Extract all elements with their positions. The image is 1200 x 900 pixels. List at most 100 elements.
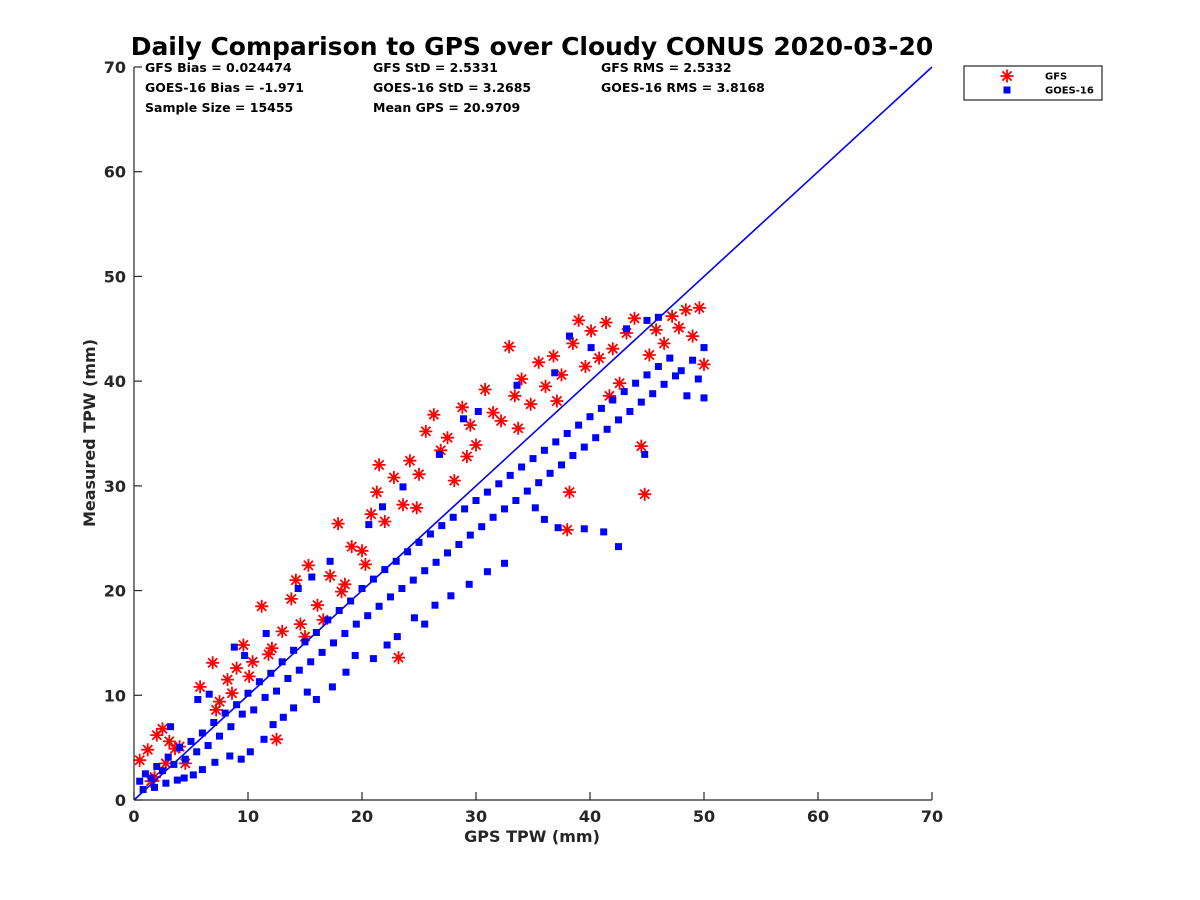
y-tick-label: 70 <box>104 58 126 77</box>
goes16-point <box>241 652 249 659</box>
y-axis-label: Measured TPW (mm) <box>80 339 99 527</box>
goes16-point <box>580 525 588 533</box>
gfs-point <box>628 311 641 325</box>
stat-annotation: GOES-16 RMS = 3.8168 <box>601 80 765 95</box>
goes16-point <box>700 344 708 352</box>
goes16-point <box>278 658 286 666</box>
goes16-point <box>273 687 280 695</box>
gfs-point <box>311 598 324 612</box>
goes16-point <box>531 504 539 512</box>
gfs-point <box>692 301 706 315</box>
goes16-point <box>151 783 158 791</box>
gfs-point <box>634 439 648 453</box>
chart-title: Daily Comparison to GPS over Cloudy CONU… <box>131 32 934 61</box>
goes16-point <box>677 367 685 375</box>
gfs-point <box>159 756 173 770</box>
gfs-point <box>301 558 315 572</box>
goes16-point <box>431 601 439 609</box>
gfs-point <box>550 394 564 408</box>
gfs-point <box>672 321 686 335</box>
goes16-point <box>230 643 238 651</box>
goes16-point <box>461 505 469 513</box>
gfs-point <box>230 661 244 675</box>
goes16-point <box>623 325 630 333</box>
gfs-point <box>620 326 633 340</box>
goes16-point <box>421 620 429 628</box>
goes16-point <box>250 706 258 714</box>
legend-box <box>963 65 1103 101</box>
goes16-point <box>447 592 455 600</box>
goes16-point <box>393 633 401 641</box>
goes16-point <box>352 620 360 628</box>
goes16-point <box>551 369 559 377</box>
goes16-point <box>210 719 218 726</box>
goes16-point <box>626 408 634 415</box>
goes16-point <box>449 513 457 521</box>
goes16-point <box>489 513 497 521</box>
gfs-point <box>262 647 275 661</box>
y-tick-label: 30 <box>104 477 126 496</box>
gfs-point <box>209 703 223 717</box>
gfs-point <box>434 443 448 457</box>
goes16-point <box>307 658 315 666</box>
gfs-point <box>150 728 164 742</box>
x-tick-label: 40 <box>579 807 601 826</box>
goes16-point <box>176 744 184 752</box>
goes16-point <box>409 576 417 584</box>
goes16-point <box>554 524 562 532</box>
gfs-point <box>133 753 147 767</box>
goes16-point <box>512 497 520 504</box>
x-tick-label: 70 <box>921 807 943 826</box>
gfs-point <box>396 498 410 512</box>
goes16-point <box>466 531 474 539</box>
goes16-point <box>518 463 526 471</box>
gfs-point <box>335 585 348 599</box>
goes16-point <box>193 748 201 756</box>
gfs-point <box>686 329 700 343</box>
gfs-point <box>345 540 359 554</box>
gfs-point <box>387 471 401 484</box>
gfs-point <box>355 544 369 558</box>
goes16-point <box>666 354 674 362</box>
gfs-point <box>502 340 516 354</box>
gfs-point <box>566 336 580 350</box>
goes16-point <box>342 668 350 676</box>
gfs-point <box>486 406 500 420</box>
y-tick-label: 0 <box>115 791 126 810</box>
goes16-point <box>552 438 560 446</box>
goes16-point <box>204 742 212 749</box>
gfs-point <box>592 351 606 365</box>
goes16-point <box>586 413 594 421</box>
goes16-point <box>472 497 480 504</box>
gfs-point <box>478 383 492 396</box>
goes16-point <box>216 732 223 740</box>
goes16-point <box>365 521 373 529</box>
goes16-point <box>279 713 287 721</box>
goes16-point <box>227 723 235 731</box>
goes16-point <box>198 729 206 737</box>
goes16-point <box>700 394 708 402</box>
goes16-point <box>683 392 691 400</box>
gfs-point <box>221 673 234 687</box>
gfs-point <box>370 485 384 499</box>
gfs-point <box>563 485 576 499</box>
goes16-point <box>261 693 269 701</box>
goes16-point <box>432 558 440 566</box>
goes16-point <box>312 696 320 703</box>
gfs-point <box>206 656 220 670</box>
goes16-point <box>290 704 298 712</box>
gfs-point <box>255 599 269 613</box>
gfs-point <box>613 376 627 390</box>
gfs-point <box>460 450 474 463</box>
goes16-point <box>387 593 394 601</box>
goes16-point <box>506 471 514 479</box>
goes16-point <box>540 515 548 523</box>
gfs-point <box>572 313 586 327</box>
gfs-point <box>697 357 711 371</box>
gfs-point <box>225 686 239 700</box>
legend-gfs-marker <box>1000 69 1014 83</box>
goes16-point <box>324 616 332 624</box>
goes16-point <box>226 752 234 760</box>
x-axis-label: GPS TPW (mm) <box>464 827 600 846</box>
goes16-point <box>399 483 407 491</box>
